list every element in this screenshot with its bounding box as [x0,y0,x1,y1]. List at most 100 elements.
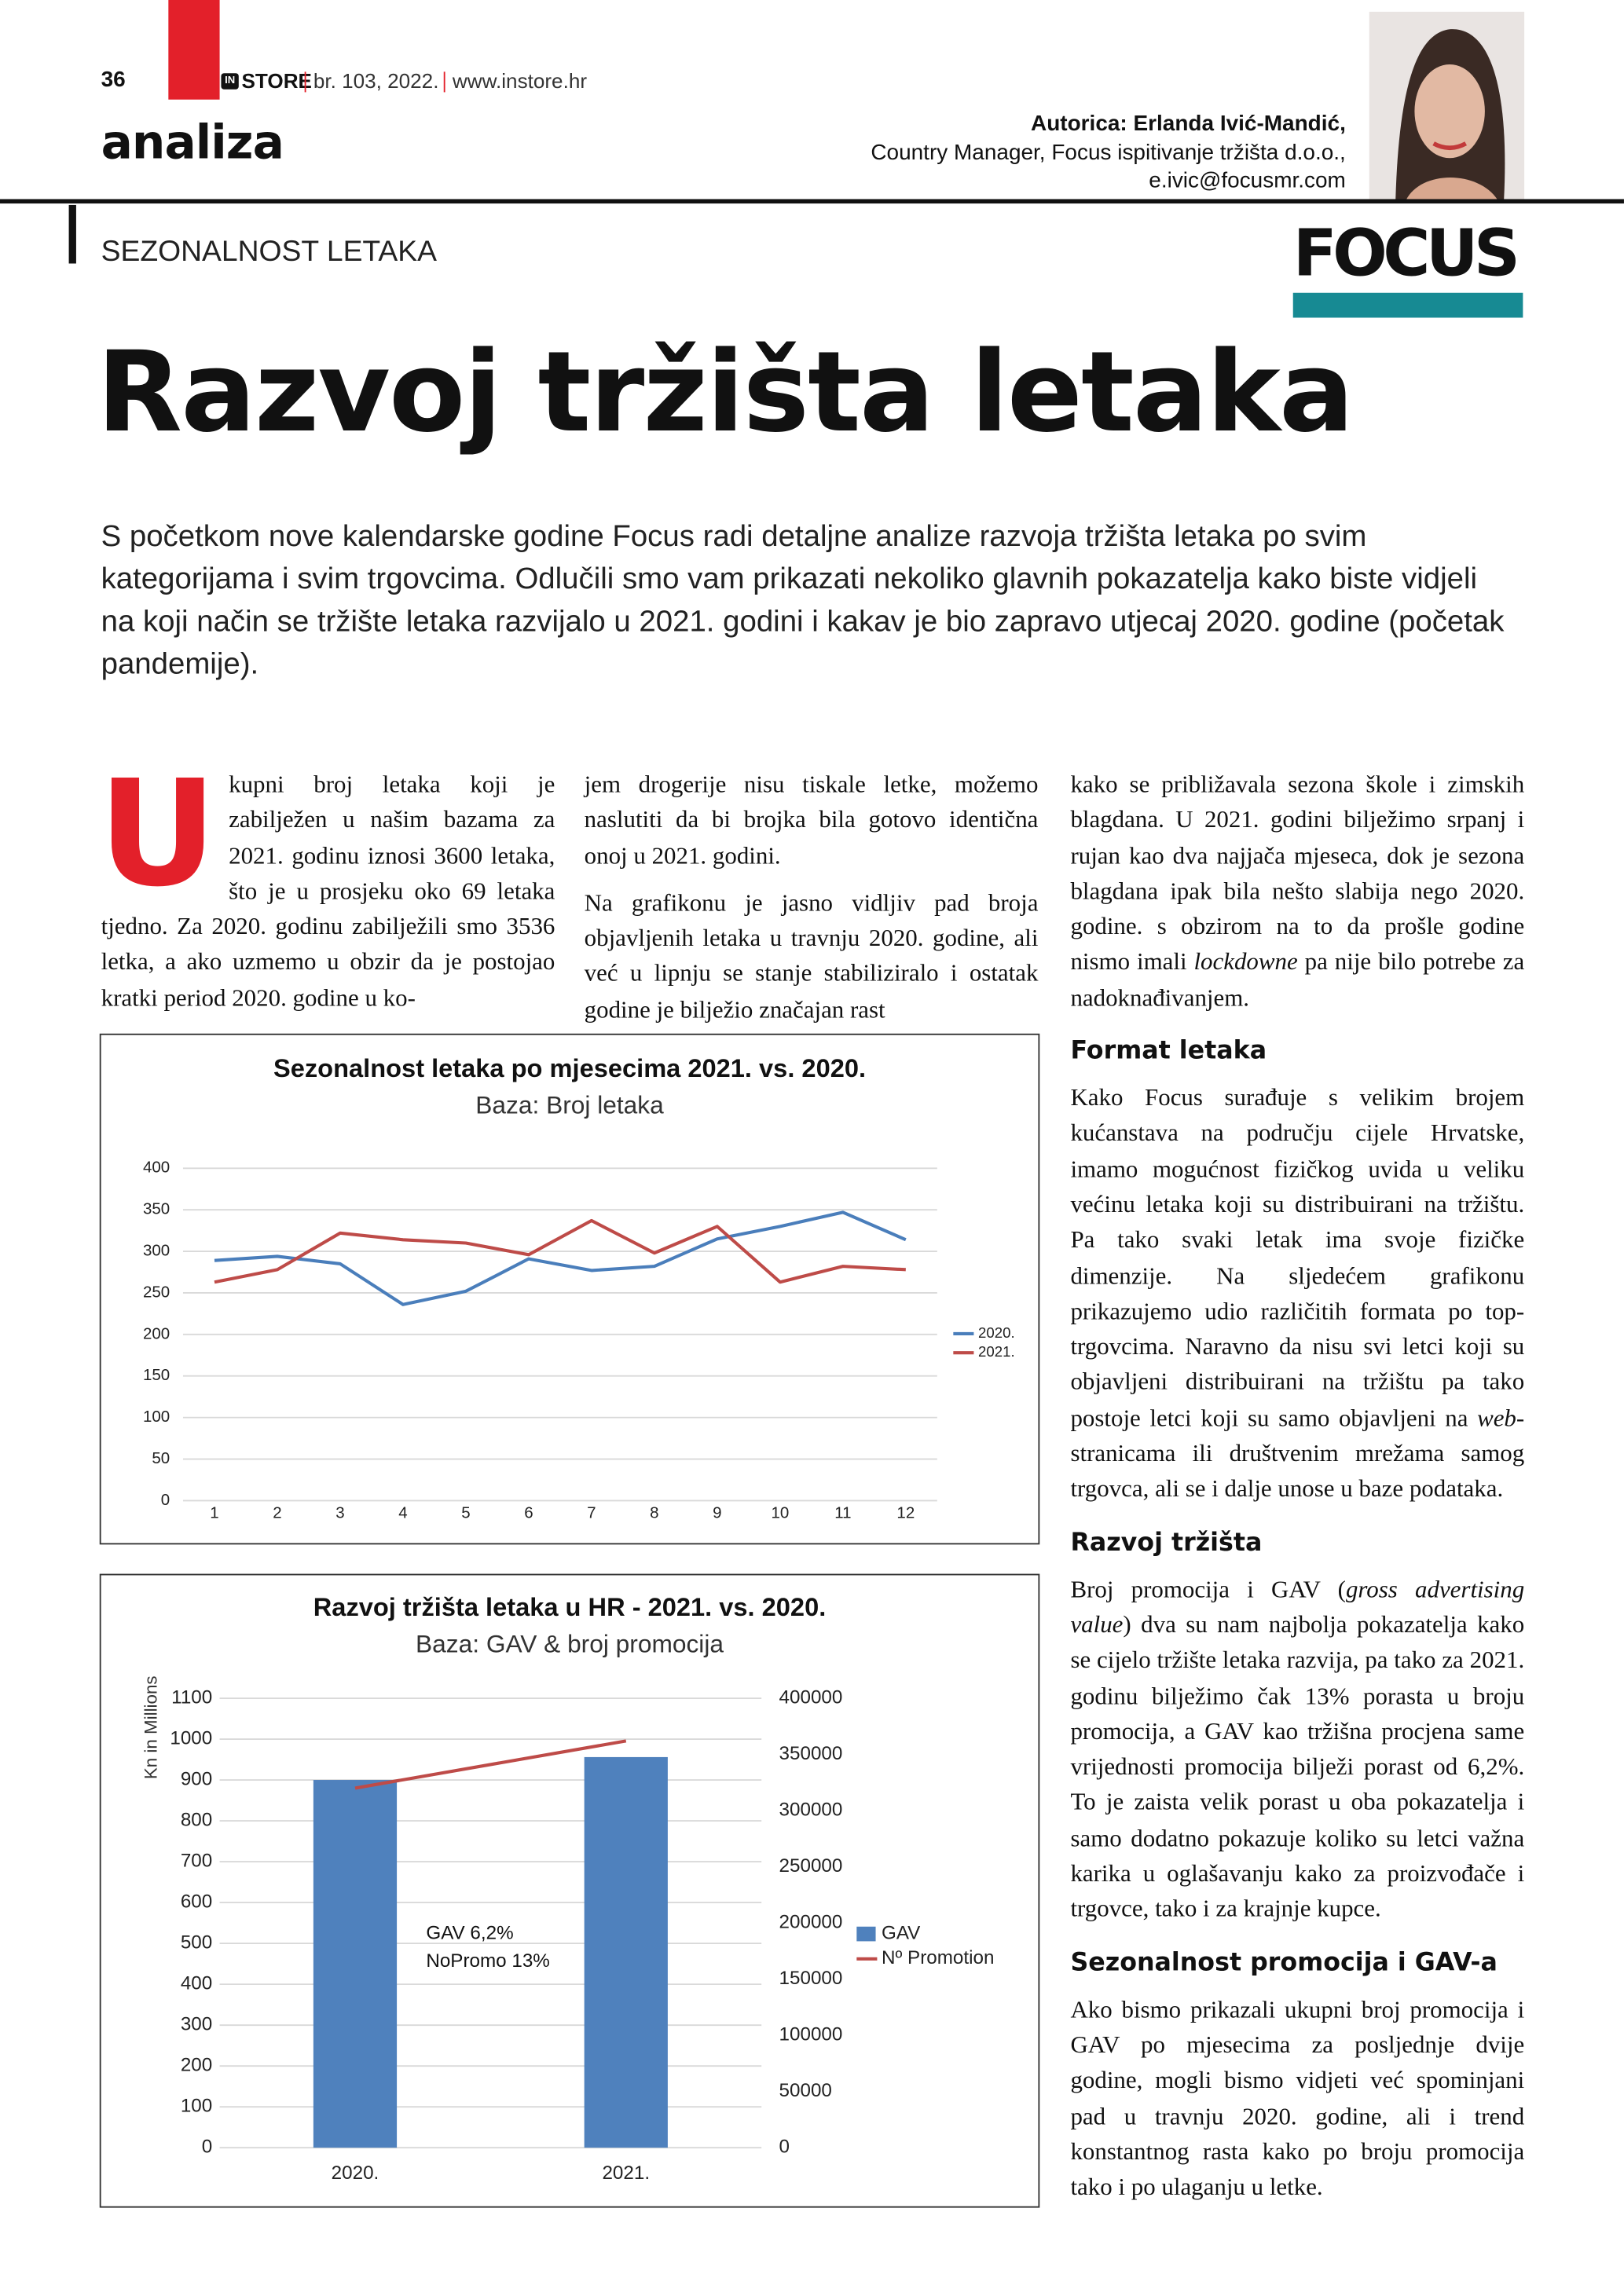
y-tick-label: 1000 [170,1727,212,1749]
section: analiza [101,114,284,170]
series-line [214,1218,906,1284]
x-tick-label: 10 [771,1504,789,1522]
brand-badge: IN [221,73,239,90]
x-tick-label: 2021. [602,2162,650,2184]
x-tick-label: 2 [273,1504,281,1522]
y2-tick-label: 100000 [779,2024,843,2045]
x-tick-label: 4 [398,1504,407,1522]
red-tab [168,0,220,100]
divider [304,71,306,93]
text-run: Na grafikonu je jasno vidljiv pad broja … [584,888,1039,1023]
emphasis: gross advertising value [1070,1574,1525,1639]
header-rule [0,199,1624,203]
photo-lips [1432,141,1468,151]
y2-tick-label: 150000 [779,1968,843,1989]
paragraph: kako se približavala sezona škole i zims… [1070,767,1524,1016]
url: www.instore.hr [452,68,588,93]
chart-frame: Razvoj tržišta letaka u HR - 2021. vs. 2… [99,1573,1040,2208]
y-tick-label: 1100 [171,1686,212,1708]
author: Autorica: Erlanda Ivić-Mandić, [1031,111,1346,137]
x-tick-label: 8 [650,1504,658,1522]
y-tick-label: 250 [143,1283,170,1301]
emphasis: web [1477,1403,1516,1432]
x-tick-label: 7 [587,1504,596,1522]
x-tick-label: 2020. [332,2162,379,2184]
chart-frame: Sezonalnost letaka po mjesecima 2021. vs… [99,1033,1040,1545]
text-run: Kako Focus surađuje s velikim brojem kuć… [1070,1083,1525,1432]
text-run: pa nije bilo potrebe za nadoknađivanjem. [1070,947,1525,1012]
bar [313,1780,398,2148]
drop-cap: U [97,748,218,920]
y-tick-label: 900 [181,1768,212,1789]
paragraph: Na grafikonu je jasno vidljiv pad broja … [585,885,1039,1027]
subheading: Sezonalnost promocija i GAV-a [1070,1947,1498,1978]
subheading: Format letaka [1070,1036,1267,1066]
y-tick-label: 100 [181,2096,212,2117]
brand: STORE [241,68,312,93]
photo-face [1414,64,1485,159]
legend-label: Nº Promotion [882,1947,994,1968]
y2-tick-label: 250000 [779,1855,843,1877]
subheading: Razvoj tržišta [1070,1528,1263,1558]
y-tick-label: 150 [143,1366,170,1384]
logo-band [1292,292,1523,318]
y-tick-label: 350 [143,1200,170,1218]
paragraph: Ako bismo prikazali ukupni broj promocij… [1070,1992,1524,2206]
y-tick-label: 0 [202,2137,212,2158]
text-run: -stranicama ili društvenim mrežama samog… [1070,1403,1525,1503]
text-run: kako se približavala sezona škole i zims… [1070,770,1525,976]
page-number: 36 [101,67,126,93]
text-run: jem drogerije nisu tiskale letke, možemo… [584,770,1039,870]
y2-tick-label: 300000 [779,1799,843,1820]
legend-label: 2020. [978,1324,1015,1341]
annotation: NoPromo 13% [426,1950,549,1972]
annotation: GAV 6,2% [426,1922,513,1943]
chart-title: Sezonalnost letaka po mjesecima 2021. vs… [273,1053,866,1082]
chart: Razvoj tržišta letaka u HR - 2021. vs. 2… [141,1592,995,2184]
x-tick-label: 6 [524,1504,533,1522]
x-tick-label: 11 [834,1504,851,1522]
series-line [354,1739,627,1790]
y2-tick-label: 0 [779,2137,790,2158]
divider [443,71,445,93]
text-run: kupni broj letaka koji je zabilježen u n… [101,770,555,1012]
series-line [214,1210,907,1306]
legend-label: 2021. [978,1343,1015,1360]
y-tick-label: 800 [181,1809,212,1830]
paragraph: Broj promocija i GAV (gross advertising … [1070,1572,1524,1928]
legend-label: GAV [882,1922,921,1943]
emphasis: lockdowne [1193,947,1298,976]
column: kako se približavala sezona škole i zims… [1070,767,1524,2217]
y-tick-label: 100 [143,1408,170,1426]
paragraph: kupni broj letaka koji je zabilježen u n… [101,770,555,1011]
y-tick-label: 0 [161,1491,170,1509]
y2-tick-label: 50000 [779,2080,832,2101]
chart-subtitle: Baza: Broj letaka [475,1090,664,1119]
y-tick-label: 200 [181,2055,212,2076]
chart-subtitle: Baza: GAV & broj promocija [416,1629,724,1657]
y-tick-label: 700 [181,1850,212,1871]
logo: FOCUS [1292,216,1520,291]
x-tick-label: 1 [210,1504,218,1522]
lead: S početkom nove kalendarske godine Focus… [101,519,1505,681]
issue: br. 103, 2022. [313,68,439,93]
y-tick-label: 50 [152,1449,170,1467]
photo-shoulders [1406,177,1498,201]
y-tick-label: 200 [143,1324,170,1342]
y2-tick-label: 200000 [779,1911,843,1932]
kicker: SEZONALNOST LETAKA [101,236,438,269]
column: jem drogerije nisu tiskale letke, možemo… [585,767,1039,1040]
text-run: Ako bismo prikazali ukupni broj promocij… [1070,1994,1525,2201]
y-tick-label: 400 [181,1973,212,1994]
chart-title: Razvoj tržišta letaka u HR - 2021. vs. 2… [313,1592,827,1621]
bar [584,1756,668,2148]
y-tick-label: 600 [181,1891,212,1912]
headline: Razvoj tržišta letaka [97,326,1355,457]
y-tick-label: 500 [181,1932,212,1954]
x-tick-label: 12 [896,1504,915,1522]
email: e.ivic@focusmr.com [1149,168,1346,194]
